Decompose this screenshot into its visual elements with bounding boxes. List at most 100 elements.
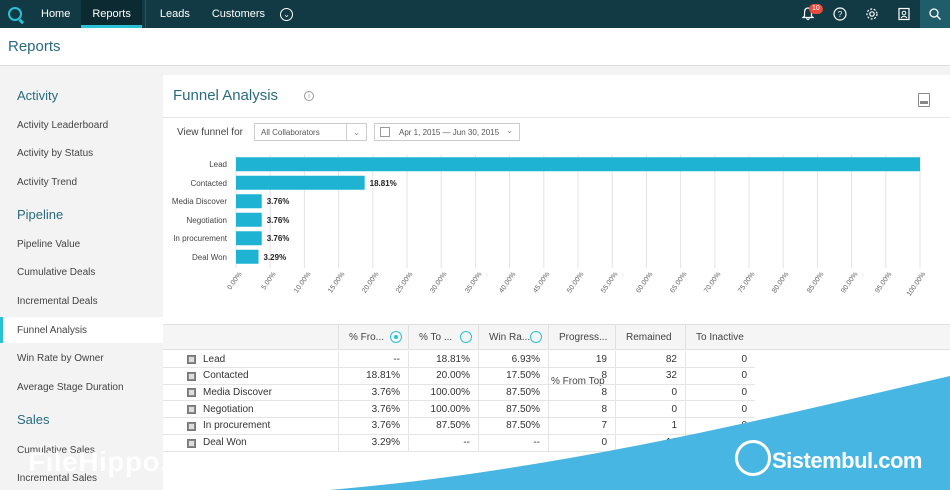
sidebar-item-cumulative-sales[interactable]: Cumulative Sales	[17, 444, 95, 456]
bar-data-label: 3.29%	[263, 252, 287, 262]
bar-data-label: 18.81%	[369, 178, 397, 188]
sidebar-item-funnel-analysis[interactable]: Funnel Analysis	[0, 317, 163, 343]
funnel-bar[interactable]	[236, 157, 920, 172]
metric-radio-icon[interactable]	[460, 331, 472, 343]
notifications-button[interactable]: 10	[792, 0, 824, 28]
funnel-bar[interactable]	[236, 231, 262, 246]
calendar-icon	[380, 127, 390, 137]
table-cell: --	[478, 434, 548, 452]
stage-name-cell: In procurement	[163, 418, 338, 435]
funnel-bar[interactable]	[236, 212, 262, 227]
stage-name-cell: Negotiation	[163, 401, 338, 419]
row-checkbox[interactable]	[187, 355, 196, 364]
sidebar-item-pipeline-value[interactable]: Pipeline Value	[17, 238, 81, 250]
bar-data-label: 3.76%	[266, 197, 290, 207]
report-title: Funnel Analysis	[173, 87, 279, 104]
table-cell: 18.81%	[408, 351, 478, 368]
row-checkbox[interactable]	[187, 438, 196, 448]
stage-name: Negotiation	[203, 403, 254, 415]
column-header[interactable]: Win Ra...	[478, 325, 548, 350]
sidebar-item-cumulative-deals[interactable]: Cumulative Deals	[17, 266, 96, 278]
column-header[interactable]: % To ...	[408, 325, 478, 350]
column-header[interactable]: To Inactive	[685, 325, 755, 350]
stage-name-cell: Deal Won	[163, 435, 338, 452]
chevron-down-icon: ⌄	[506, 126, 513, 135]
date-range-select[interactable]: Apr 1, 2015 — Jun 30, 2015 ⌄	[374, 123, 520, 141]
sidebar: Activity Activity Leaderboard Activity b…	[0, 67, 163, 490]
column-header-label: Remained	[626, 332, 672, 343]
row-checkbox[interactable]	[187, 421, 196, 431]
category-label: In procurement	[173, 234, 227, 244]
table-cell: 16	[615, 434, 685, 452]
stage-name-cell: Lead	[163, 351, 338, 368]
sidebar-item-incremental-deals[interactable]: Incremental Deals	[17, 295, 98, 307]
stage-name: Media Discover	[203, 386, 272, 398]
table-cell: 82	[615, 351, 685, 368]
app-logo[interactable]	[0, 0, 30, 28]
watermark-sistembul: Sistembul.com	[772, 448, 922, 473]
table-cell: 0	[615, 401, 685, 419]
table-cell: 0	[685, 367, 755, 385]
table-cell: 32	[615, 367, 685, 385]
sidebar-section-sales: Sales	[17, 412, 50, 427]
bar-data-label: 3.76%	[266, 215, 290, 225]
sidebar-item-incremental-sales[interactable]: Incremental Sales	[17, 472, 98, 484]
column-header[interactable]: Remained	[615, 325, 685, 350]
sidebar-item-activity-trend[interactable]: Activity Trend	[17, 176, 78, 188]
category-label: Deal Won	[192, 252, 227, 262]
row-checkbox[interactable]	[187, 388, 196, 398]
category-label: Negotiation	[186, 215, 227, 225]
sidebar-item-activity-by-status[interactable]: Activity by Status	[17, 147, 94, 159]
stage-name: Lead	[203, 353, 226, 365]
info-icon[interactable]: i	[304, 91, 314, 101]
category-label: Lead	[209, 160, 227, 170]
funnel-bar[interactable]	[236, 175, 365, 190]
funnel-bar[interactable]	[236, 194, 262, 209]
table-cell: 1	[615, 417, 685, 435]
funnel-chart: % From Top 0.00% 5.00% 10.00% 15.00% 20.00% 2…	[163, 150, 950, 400]
export-document-icon[interactable]	[918, 93, 930, 107]
profile-button[interactable]	[888, 0, 920, 28]
nav-leads[interactable]: Leads	[159, 8, 190, 20]
nav-home[interactable]: Home	[41, 8, 71, 20]
bar-data-label: 3.76%	[266, 234, 290, 244]
table-cell: 87.50%	[478, 417, 548, 435]
collaborators-select[interactable]: All Collaborators ⌄	[254, 123, 367, 141]
table-row: Lead -- 18.81% 6.93% 19 82 0	[163, 351, 755, 368]
row-checkbox[interactable]	[187, 405, 196, 415]
settings-button[interactable]	[856, 0, 888, 28]
nav-customers[interactable]: Customers	[211, 8, 266, 20]
table-cell: 8	[548, 401, 615, 419]
column-header[interactable]: Progress...	[548, 325, 615, 350]
table-cell: 100.00%	[408, 401, 478, 419]
search-button[interactable]	[920, 0, 950, 28]
column-header-label: Progress...	[559, 332, 608, 343]
help-button[interactable]: ?	[824, 0, 856, 28]
date-range-value: Apr 1, 2015 — Jun 30, 2015	[399, 127, 500, 137]
svg-text:?: ?	[838, 10, 843, 19]
row-checkbox[interactable]	[187, 371, 196, 381]
stage-name-cell: Contacted	[163, 368, 338, 385]
stage-name: Contacted	[203, 370, 249, 382]
metric-radio-icon[interactable]	[390, 331, 402, 343]
column-header[interactable]: % Fro...	[338, 325, 408, 350]
nav-more-chevron-icon[interactable]: ⌄	[280, 7, 294, 21]
category-label: Contacted	[190, 178, 227, 188]
funnel-bar[interactable]	[236, 249, 259, 264]
collaborators-select-value: All Collaborators	[261, 127, 320, 137]
sidebar-item-activity-leaderboard[interactable]: Activity Leaderboard	[17, 119, 109, 131]
table-cell: 3.29%	[338, 434, 408, 452]
table-cell: 0	[548, 434, 615, 452]
stage-name: In procurement	[203, 420, 271, 432]
nav-reports[interactable]: Reports	[81, 0, 142, 28]
logo-icon	[8, 7, 22, 21]
table-cell: --	[338, 351, 408, 368]
table-cell: 3.76%	[338, 417, 408, 435]
table-cell: 3.76%	[338, 384, 408, 402]
metric-radio-icon[interactable]	[530, 331, 542, 343]
table-row: Deal Won 3.29% -- -- 0 16 0	[163, 434, 755, 452]
report-panel: Funnel Analysis i View funnel for All Co…	[163, 75, 950, 490]
table-cell: 0	[615, 384, 685, 402]
sidebar-item-average-stage-duration[interactable]: Average Stage Duration	[17, 381, 124, 393]
sidebar-item-win-rate-by-owner[interactable]: Win Rate by Owner	[17, 352, 104, 364]
